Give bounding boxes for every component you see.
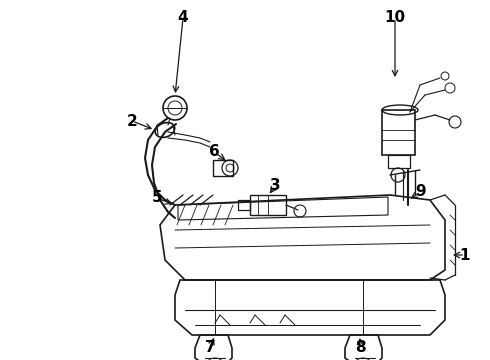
Text: 4: 4 — [178, 10, 188, 26]
Text: 5: 5 — [152, 190, 162, 206]
Text: 1: 1 — [460, 248, 470, 262]
Text: 10: 10 — [385, 10, 406, 26]
Text: 2: 2 — [126, 113, 137, 129]
Text: 3: 3 — [270, 179, 280, 194]
Text: 7: 7 — [205, 341, 215, 356]
Text: 8: 8 — [355, 341, 366, 356]
Text: 9: 9 — [416, 184, 426, 199]
Text: 6: 6 — [209, 144, 220, 159]
